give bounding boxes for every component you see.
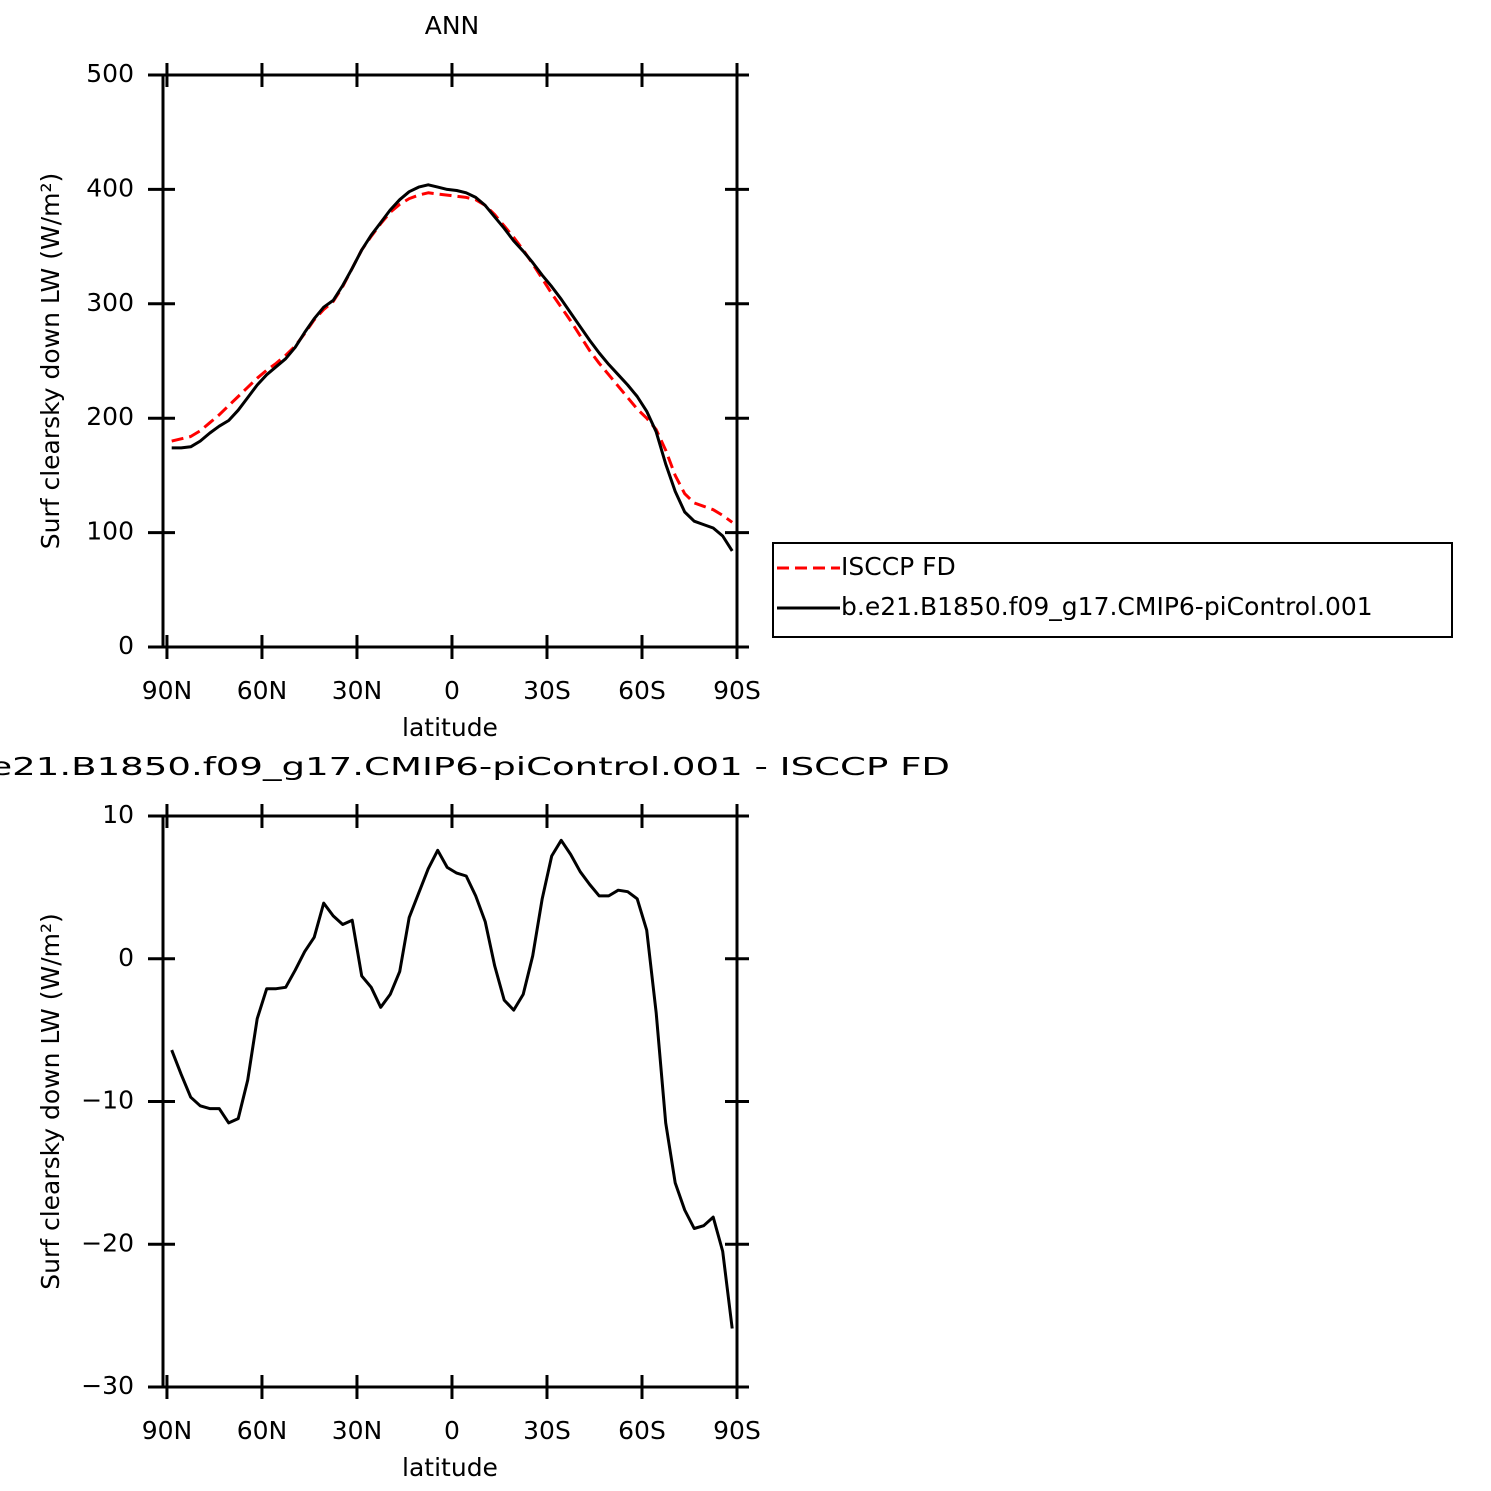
y-tick-label: 500 bbox=[86, 59, 134, 88]
x-tick-label: 0 bbox=[444, 676, 460, 705]
x-tick-label: 0 bbox=[444, 1416, 460, 1445]
x-tick-label: 60N bbox=[237, 1416, 288, 1445]
y-tick-label: 10 bbox=[102, 800, 134, 829]
x-tick-label: 60S bbox=[618, 1416, 666, 1445]
y-tick-label: −10 bbox=[81, 1086, 134, 1115]
series-line bbox=[170, 838, 734, 1329]
y-tick-label: 0 bbox=[118, 943, 134, 972]
x-axis-label: latitude bbox=[402, 1453, 498, 1482]
y-tick-label: −20 bbox=[81, 1228, 134, 1257]
plot-frame bbox=[161, 814, 739, 1389]
y-tick-label: 300 bbox=[86, 288, 134, 317]
y-axis-label: Surf clearsky down LW (W/m²) bbox=[36, 913, 65, 1290]
y-tick-label: 100 bbox=[86, 517, 134, 546]
y-tick-label: −30 bbox=[81, 1371, 134, 1400]
x-tick-label: 30S bbox=[523, 1416, 571, 1445]
y-axis-label: Surf clearsky down LW (W/m²) bbox=[36, 173, 65, 550]
x-tick-label: 90N bbox=[142, 676, 193, 705]
x-tick-label: 30N bbox=[332, 676, 383, 705]
legend-label: ISCCP FD bbox=[841, 552, 956, 581]
chart-title: ANN bbox=[425, 11, 480, 40]
x-tick-label: 60N bbox=[237, 676, 288, 705]
series-line bbox=[171, 191, 734, 524]
y-tick-label: 400 bbox=[86, 173, 134, 202]
x-axis-label: latitude bbox=[402, 713, 498, 742]
x-tick-label: 30N bbox=[332, 1416, 383, 1445]
x-tick-label: 90S bbox=[713, 676, 761, 705]
plot-frame bbox=[161, 73, 739, 649]
legend-label: b.e21.B1850.f09_g17.CMIP6-piControl.001 bbox=[841, 592, 1373, 621]
x-tick-label: 30S bbox=[523, 676, 571, 705]
legend-box bbox=[772, 542, 1453, 638]
series-line bbox=[171, 183, 734, 552]
x-tick-label: 90S bbox=[713, 1416, 761, 1445]
chart-title: b.e21.B1850.f09_g17.CMIP6-piControl.001 … bbox=[0, 752, 950, 781]
y-tick-label: 0 bbox=[118, 631, 134, 660]
y-tick-label: 200 bbox=[86, 402, 134, 431]
x-tick-label: 60S bbox=[618, 676, 666, 705]
x-tick-label: 90N bbox=[142, 1416, 193, 1445]
